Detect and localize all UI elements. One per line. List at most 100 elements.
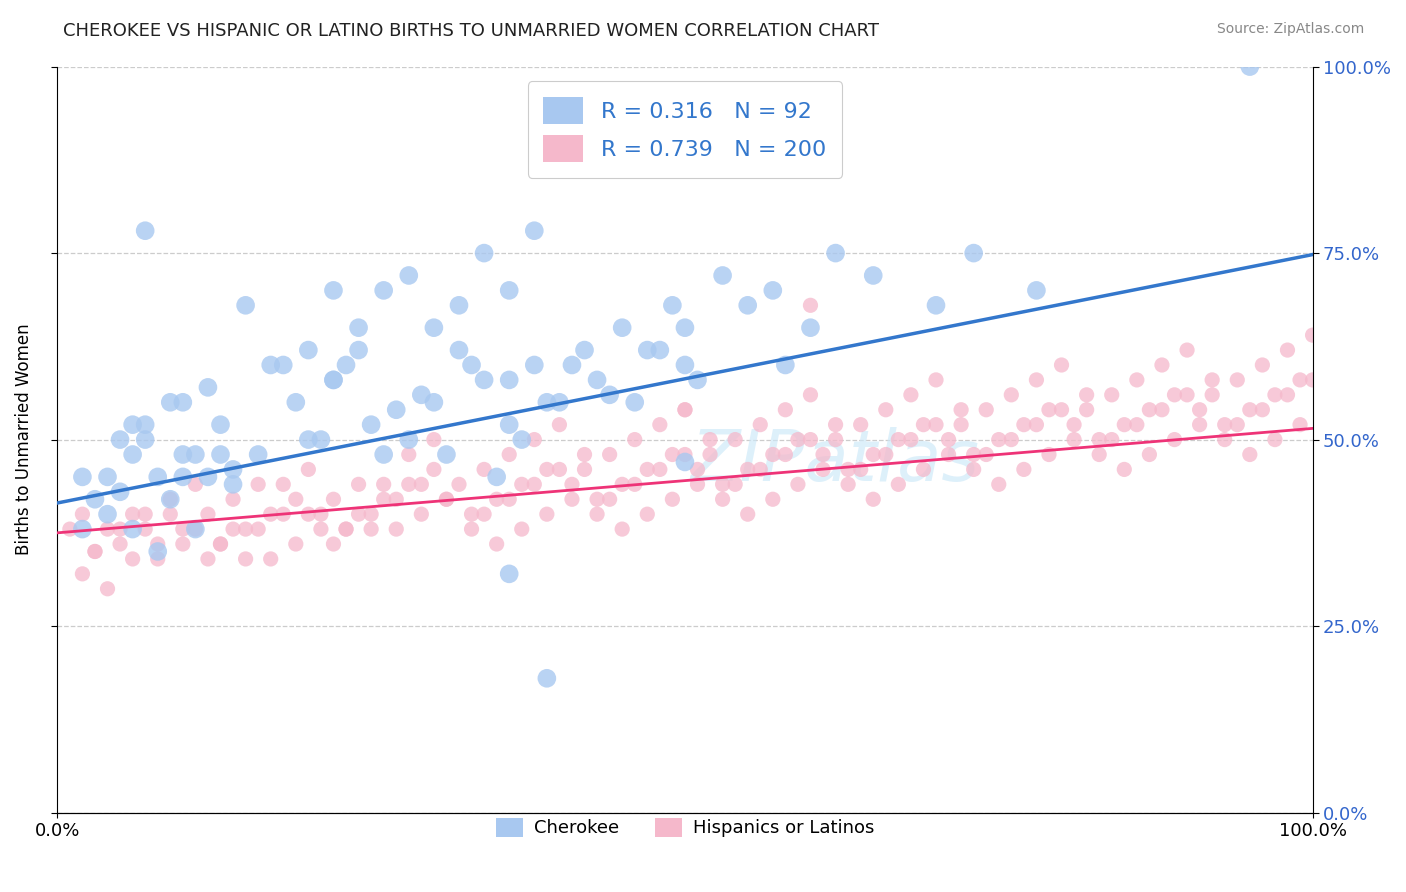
Point (398, 268, 420, 283)
Point (1088, 433, 1111, 447)
Point (523, 433, 546, 447)
Point (373, 448, 395, 462)
Point (737, 462, 759, 476)
Point (1163, 388, 1185, 402)
Point (322, 537, 344, 551)
Point (623, 433, 645, 447)
Point (862, 268, 884, 283)
Point (623, 395, 645, 409)
Point (574, 343, 596, 357)
Point (536, 507, 558, 521)
Point (1302, 373, 1324, 387)
Point (599, 448, 621, 462)
Point (950, 402, 973, 417)
Point (862, 492, 884, 507)
Point (673, 402, 696, 417)
Point (322, 373, 344, 387)
Point (887, 433, 910, 447)
Point (1114, 462, 1136, 476)
Point (599, 492, 621, 507)
Point (900, 388, 922, 402)
Point (197, 552, 219, 566)
Point (72, 507, 94, 521)
Point (548, 417, 571, 432)
Legend: Cherokee, Hispanics or Latinos: Cherokee, Hispanics or Latinos (488, 811, 882, 845)
Point (184, 477, 207, 491)
Point (121, 507, 143, 521)
Point (108, 433, 131, 447)
Point (184, 448, 207, 462)
Point (648, 343, 671, 357)
Point (472, 373, 495, 387)
Point (121, 552, 143, 566)
Point (612, 477, 634, 491)
Point (322, 373, 344, 387)
Point (1277, 343, 1299, 357)
Point (1000, 433, 1022, 447)
Point (1126, 417, 1149, 432)
Point (737, 298, 759, 312)
Point (1264, 433, 1286, 447)
Point (711, 477, 734, 491)
Point (96, 522, 118, 536)
Point (172, 537, 194, 551)
Point (297, 507, 319, 521)
Point (762, 492, 785, 507)
Point (108, 522, 131, 536)
Point (1137, 402, 1160, 417)
Point (247, 522, 270, 536)
Point (297, 433, 319, 447)
Point (146, 537, 169, 551)
Point (72, 470, 94, 484)
Point (159, 507, 181, 521)
Point (485, 470, 508, 484)
Point (1025, 284, 1047, 298)
Point (612, 522, 634, 536)
Point (347, 477, 370, 491)
Point (875, 448, 897, 462)
Point (849, 417, 872, 432)
Point (209, 537, 232, 551)
Point (849, 462, 872, 476)
Point (974, 448, 997, 462)
Text: ZIPatlas: ZIPatlas (692, 427, 980, 497)
Point (498, 492, 520, 507)
Point (1264, 388, 1286, 402)
Point (197, 507, 219, 521)
Point (862, 448, 884, 462)
Point (84, 544, 107, 558)
Point (1239, 402, 1261, 417)
Point (235, 522, 257, 536)
Point (699, 448, 721, 462)
Point (963, 462, 986, 476)
Point (373, 477, 395, 491)
Point (498, 448, 520, 462)
Point (1076, 402, 1098, 417)
Text: Source: ZipAtlas.com: Source: ZipAtlas.com (1216, 22, 1364, 37)
Point (574, 448, 596, 462)
Point (411, 507, 433, 521)
Point (284, 492, 307, 507)
Point (209, 537, 232, 551)
Point (184, 522, 207, 536)
Point (460, 507, 482, 521)
Point (925, 373, 948, 387)
Point (1239, 60, 1261, 74)
Point (523, 477, 546, 491)
Point (574, 462, 596, 476)
Point (799, 388, 821, 402)
Point (1213, 417, 1236, 432)
Point (398, 477, 420, 491)
Point (335, 522, 357, 536)
Point (121, 448, 143, 462)
Point (938, 433, 960, 447)
Point (699, 433, 721, 447)
Point (247, 448, 270, 462)
Point (648, 462, 671, 476)
Point (398, 448, 420, 462)
Point (108, 484, 131, 499)
Point (586, 507, 609, 521)
Point (824, 433, 846, 447)
Point (172, 470, 194, 484)
Point (1226, 373, 1249, 387)
